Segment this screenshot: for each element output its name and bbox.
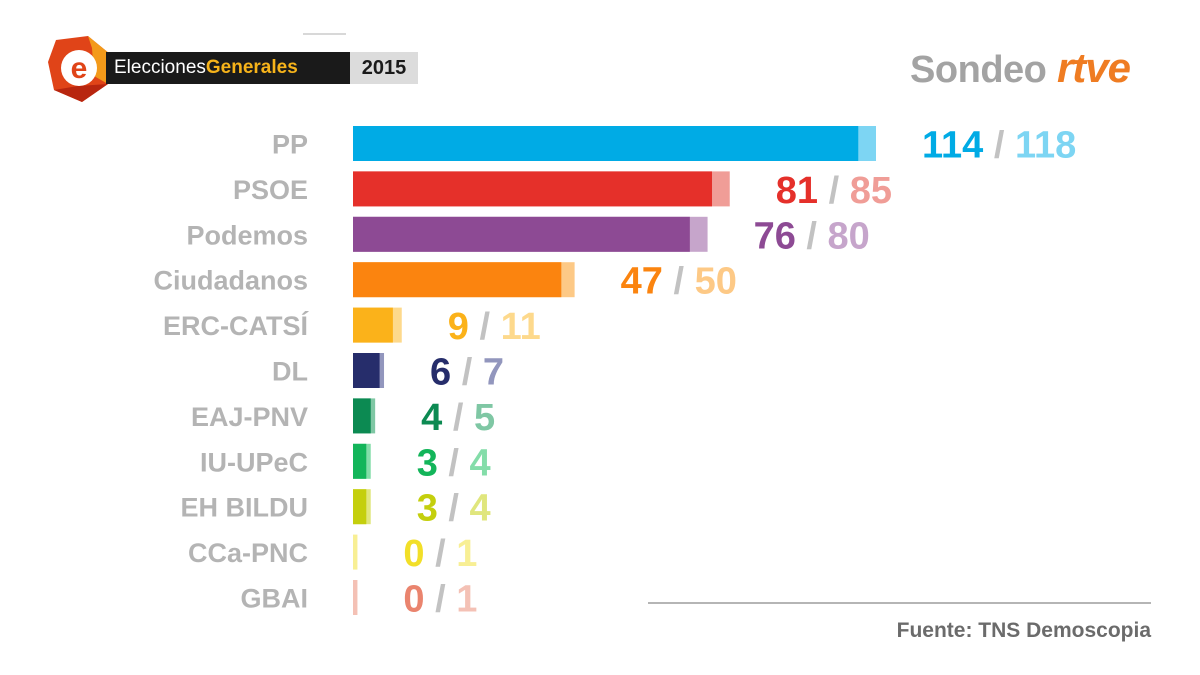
seat-range-label: 114 / 118 [922, 125, 1076, 167]
logo-title-generales: Generales [205, 57, 298, 78]
seat-range-label: 6 / 7 [430, 352, 504, 394]
seat-max-value: 7 [483, 352, 504, 394]
logo-emblem-icon: e [48, 36, 110, 102]
bar-min-seats [353, 353, 380, 388]
logo-title-elecciones: Elecciones [114, 57, 206, 78]
seat-max-value: 50 [695, 261, 737, 303]
top-rule [303, 33, 346, 35]
bar-min-seats [353, 307, 393, 343]
seat-max-value: 1 [456, 533, 477, 575]
seat-separator: / [663, 261, 695, 303]
party-label: Podemos [186, 220, 308, 250]
seat-max-value: 85 [850, 170, 892, 212]
seat-range-label: 76 / 80 [754, 215, 870, 257]
seat-min-value: 76 [754, 215, 796, 257]
seat-min-value: 9 [448, 306, 469, 348]
seat-range-label: 3 / 4 [417, 442, 491, 484]
seat-min-value: 114 [922, 125, 983, 167]
seat-separator: / [983, 125, 1015, 167]
party-label: CCa-PNC [188, 538, 308, 568]
party-label: GBAI [241, 584, 309, 614]
logo-year: 2015 [350, 52, 418, 84]
seat-range-label: 4 / 5 [421, 397, 495, 439]
bar-max-seats [353, 534, 358, 570]
bar-min-seats [353, 443, 367, 479]
seat-max-value: 80 [828, 215, 870, 257]
seat-max-value: 1 [456, 579, 477, 621]
party-label: Ciudadanos [153, 266, 308, 296]
seat-range-label: 9 / 11 [448, 306, 541, 348]
seat-separator: / [451, 352, 483, 394]
seat-max-value: 4 [470, 488, 491, 530]
seat-separator: / [469, 306, 501, 348]
seat-separator: / [818, 170, 850, 212]
seat-separator: / [438, 488, 470, 530]
source-note: Fuente: TNS Demoscopia [896, 619, 1151, 642]
seat-max-value: 118 [1015, 125, 1076, 167]
seat-range-label: 47 / 50 [621, 261, 737, 303]
brand-rtve: rtve [1056, 44, 1131, 91]
seat-min-value: 47 [621, 261, 663, 303]
party-label: DL [272, 357, 308, 387]
seat-range-label: 0 / 1 [403, 579, 477, 621]
bar-min-seats [353, 262, 562, 298]
svg-text:e: e [71, 52, 88, 85]
seat-separator: / [442, 397, 474, 439]
source-divider [648, 602, 1151, 604]
bar-min-seats [353, 171, 713, 207]
seat-min-value: 4 [421, 397, 442, 439]
seat-min-value: 6 [430, 352, 451, 394]
bar-min-seats [353, 126, 859, 161]
seat-separator: / [438, 442, 470, 484]
logo-title: EleccionesGenerales [114, 52, 298, 84]
elecciones-logo: e EleccionesGenerales 2015 [48, 36, 418, 102]
bar-max-seats [353, 580, 358, 615]
sondeo-rtve-brand: Sondeo rtve [910, 44, 1131, 92]
party-label: PP [272, 130, 308, 160]
seat-separator: / [796, 215, 828, 257]
bar-min-seats [353, 216, 690, 252]
seat-range-label: 3 / 4 [417, 488, 491, 530]
seat-max-value: 4 [470, 442, 491, 484]
bar-min-seats [353, 398, 371, 434]
party-label: PSOE [233, 175, 308, 205]
party-label: IU-UPeC [200, 447, 308, 477]
party-label: EH BILDU [181, 493, 309, 523]
seat-min-value: 81 [776, 170, 818, 212]
seat-min-value: 0 [403, 533, 424, 575]
seat-min-value: 3 [417, 488, 438, 530]
bar-min-seats [353, 489, 367, 525]
brand-sondeo: Sondeo [910, 49, 1047, 91]
seat-separator: / [425, 533, 457, 575]
seat-min-value: 3 [417, 442, 438, 484]
seat-min-value: 0 [403, 579, 424, 621]
party-label: EAJ-PNV [191, 402, 308, 432]
seat-range-label: 81 / 85 [776, 170, 892, 212]
seat-max-value: 11 [501, 306, 541, 348]
logo-band [106, 52, 350, 84]
seat-range-label: 0 / 1 [403, 533, 477, 575]
party-label: ERC-CATSÍ [163, 310, 309, 341]
seat-max-value: 5 [474, 397, 495, 439]
seat-separator: / [425, 579, 457, 621]
